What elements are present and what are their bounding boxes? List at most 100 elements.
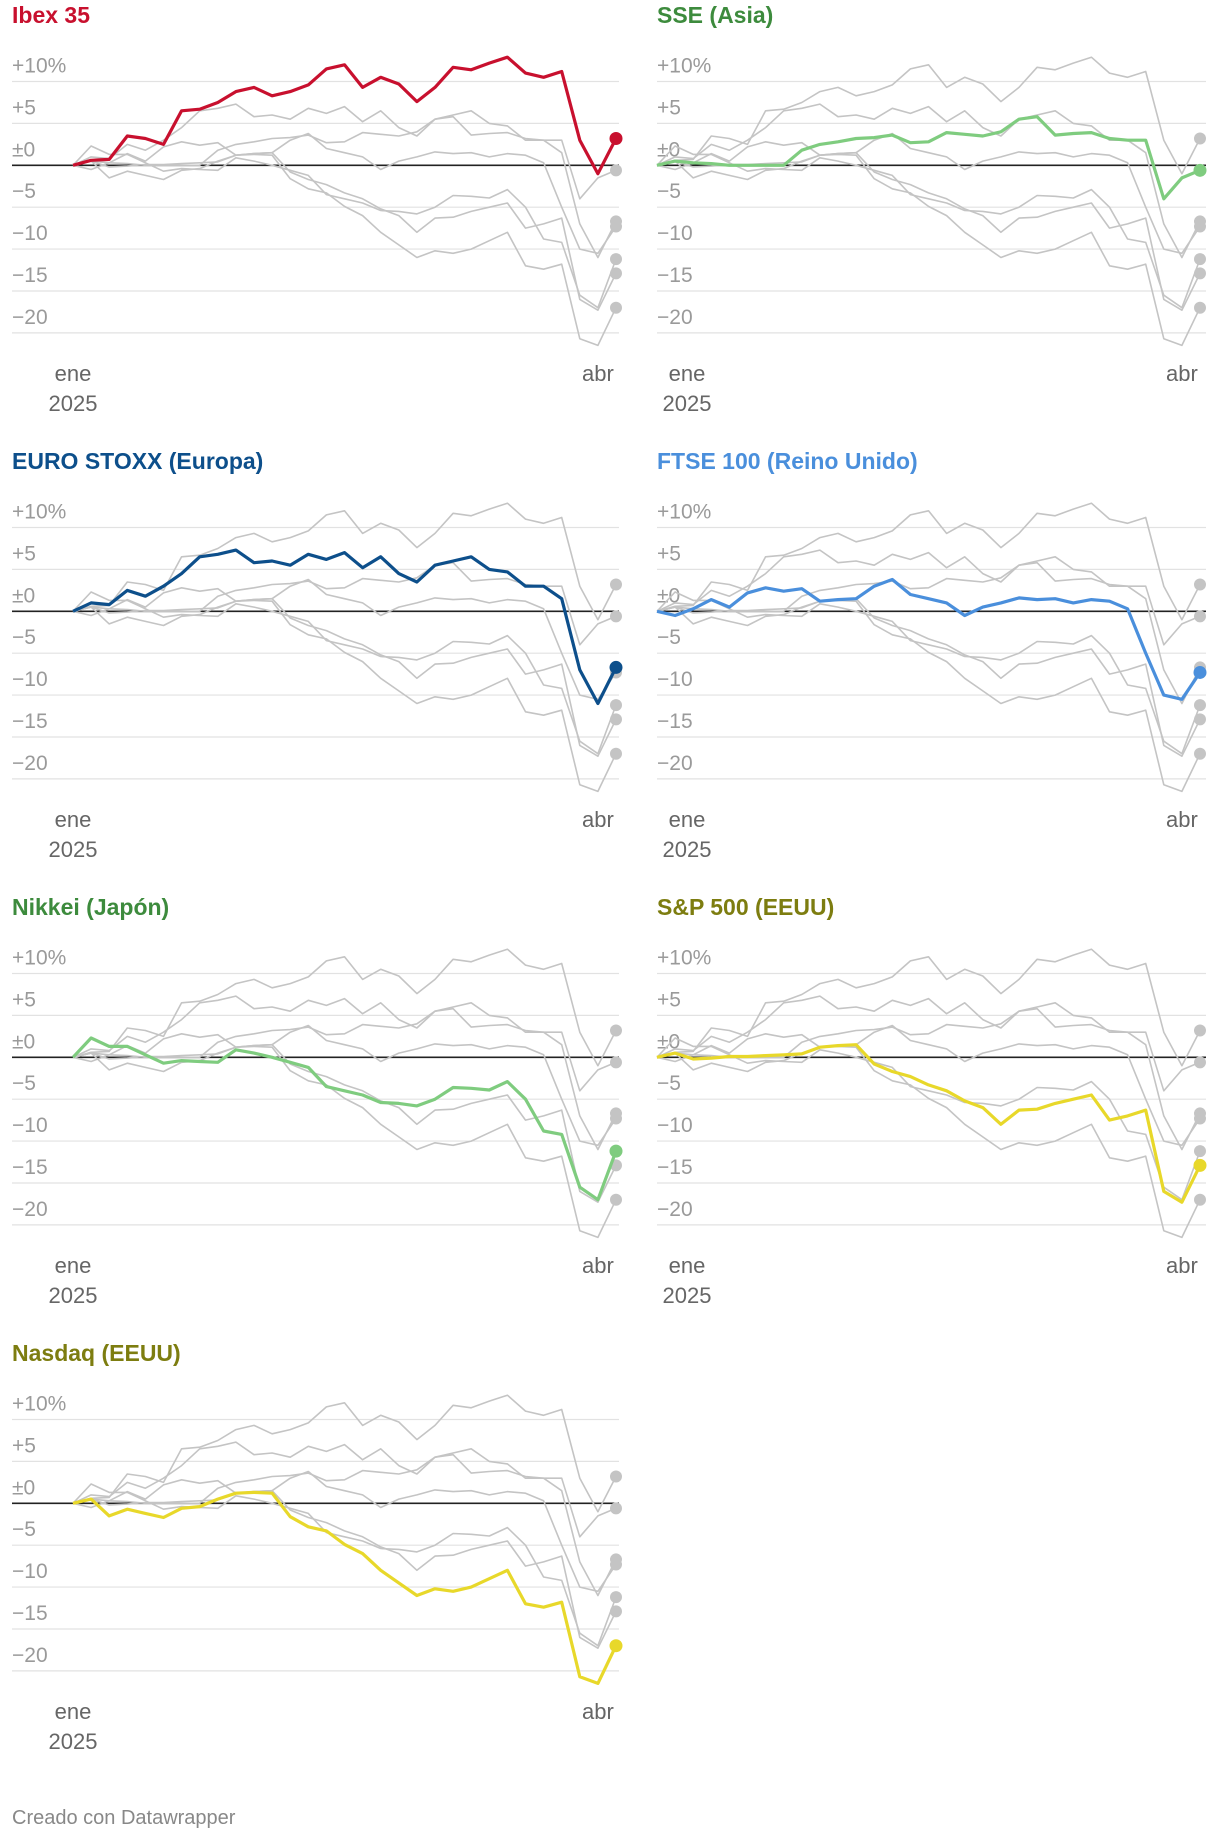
end-dot xyxy=(610,1502,622,1515)
y-tick-label: −10 xyxy=(657,668,693,691)
y-tick-label: −10 xyxy=(657,1114,693,1137)
end-dot xyxy=(609,1144,623,1158)
end-dot xyxy=(610,1605,622,1618)
context-line xyxy=(656,948,1201,1067)
x-tick-label: abr xyxy=(582,1253,614,1278)
context-line xyxy=(656,995,1201,1151)
end-dot xyxy=(1194,713,1206,726)
y-tick-label: +10% xyxy=(12,55,66,78)
x-tick-label: abr xyxy=(1166,361,1198,386)
y-tick-label: −15 xyxy=(657,710,693,733)
y-tick-label: −15 xyxy=(12,1156,48,1179)
end-dot xyxy=(1194,1193,1206,1206)
context-line xyxy=(72,591,617,755)
end-dot xyxy=(610,1591,622,1604)
end-dot xyxy=(610,220,622,233)
panel-title: EURO STOXX (Europa) xyxy=(12,448,263,474)
context-line xyxy=(72,1024,617,1147)
x-year-label: 2025 xyxy=(49,1283,98,1308)
y-tick-label: −10 xyxy=(657,222,693,245)
y-tick-label: +5 xyxy=(657,542,681,565)
y-tick-label: +5 xyxy=(657,96,681,119)
highlight-line xyxy=(72,1490,618,1685)
context-line xyxy=(72,578,617,701)
context-line xyxy=(72,115,617,200)
y-tick-label: −20 xyxy=(12,1198,48,1221)
x-year-label: 2025 xyxy=(49,1729,98,1754)
context-line xyxy=(72,1045,617,1239)
y-tick-label: −5 xyxy=(657,1072,681,1095)
x-tick-label: ene xyxy=(55,1253,92,1278)
x-tick-label: abr xyxy=(582,807,614,832)
end-dot xyxy=(610,699,622,712)
y-tick-label: −20 xyxy=(12,1644,48,1667)
y-tick-label: +5 xyxy=(657,988,681,1011)
context-line xyxy=(656,1024,1201,1147)
end-dot xyxy=(1194,699,1206,712)
context-line xyxy=(72,103,617,259)
end-dot xyxy=(1193,1158,1207,1172)
context-line xyxy=(656,151,1201,311)
context-line xyxy=(72,1441,617,1597)
context-line xyxy=(72,1489,617,1649)
y-tick-label: +10% xyxy=(12,947,66,970)
end-dot xyxy=(609,131,623,145)
context-line xyxy=(656,56,1201,175)
x-tick-label: ene xyxy=(669,807,706,832)
panel: EURO STOXX (Europa) +10% +5 ±0 −5 −10 −15 −20 en… xyxy=(12,448,623,862)
end-dot xyxy=(610,1056,622,1069)
context-line xyxy=(656,591,1201,755)
highlight-line xyxy=(656,115,1201,201)
x-tick-label: ene xyxy=(669,1253,706,1278)
panel: Nasdaq (EEUU) +10% +5 ±0 −5 −10 −15 −20 ene 2025 a… xyxy=(12,1340,623,1754)
y-tick-label: −5 xyxy=(12,1518,36,1541)
context-line xyxy=(656,103,1201,259)
y-tick-label: ±0 xyxy=(12,138,35,161)
panel: S&P 500 (EEUU) +10% +5 ±0 −5 −10 −15 −20 ene 2025… xyxy=(656,894,1207,1308)
panel-title: Ibex 35 xyxy=(12,2,90,28)
end-dot xyxy=(610,1558,622,1571)
y-tick-label: −5 xyxy=(657,626,681,649)
y-tick-label: +10% xyxy=(12,1393,66,1416)
end-dot xyxy=(1194,253,1206,266)
end-dot xyxy=(610,578,622,591)
context-line xyxy=(72,132,617,255)
context-line xyxy=(72,153,617,347)
y-tick-label: −15 xyxy=(12,1602,48,1625)
y-tick-label: ±0 xyxy=(657,138,680,161)
end-dot xyxy=(1194,301,1206,314)
context-line xyxy=(72,151,617,311)
end-dot xyxy=(609,1639,623,1653)
y-tick-label: +10% xyxy=(657,55,711,78)
x-year-label: 2025 xyxy=(49,391,98,416)
context-line xyxy=(72,1470,617,1593)
y-tick-label: ±0 xyxy=(12,584,35,607)
panel-title: S&P 500 (EEUU) xyxy=(657,894,834,920)
end-dot xyxy=(610,267,622,280)
context-line xyxy=(656,549,1201,705)
end-dot xyxy=(1194,267,1206,280)
context-line xyxy=(656,502,1201,621)
context-line xyxy=(656,153,1201,347)
context-line xyxy=(656,132,1201,255)
end-dot xyxy=(610,1112,622,1125)
y-tick-label: +5 xyxy=(12,1434,36,1457)
end-dot xyxy=(609,660,623,674)
x-tick-label: ene xyxy=(55,1699,92,1724)
y-tick-label: +5 xyxy=(12,96,36,119)
end-dot xyxy=(1194,747,1206,760)
highlight-line xyxy=(656,577,1202,701)
end-dot xyxy=(1194,578,1206,591)
end-dot xyxy=(1194,1024,1206,1037)
highlight-line xyxy=(72,548,618,706)
end-dot xyxy=(610,610,622,623)
x-tick-label: abr xyxy=(1166,1253,1198,1278)
x-year-label: 2025 xyxy=(663,391,712,416)
context-line xyxy=(72,145,617,309)
panel: Ibex 35 +10% +5 ±0 −5 −10 −15 −20 ene 2025 abr xyxy=(12,2,623,416)
context-line xyxy=(72,948,617,1067)
x-year-label: 2025 xyxy=(663,837,712,862)
y-tick-label: −20 xyxy=(12,752,48,775)
panel: FTSE 100 (Reino Unido) +10% +5 ±0 −5 −10 −15 −2… xyxy=(656,448,1207,862)
end-dot xyxy=(610,253,622,266)
